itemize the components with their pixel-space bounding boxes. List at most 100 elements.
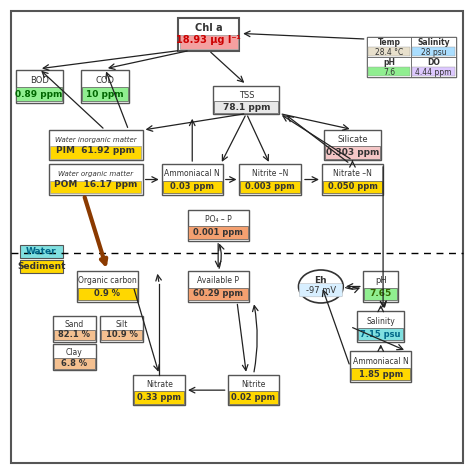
Text: pH: pH bbox=[383, 58, 395, 67]
FancyBboxPatch shape bbox=[364, 288, 398, 301]
Text: 7.15 psu: 7.15 psu bbox=[360, 329, 401, 338]
Text: 0.89 ppm: 0.89 ppm bbox=[15, 90, 63, 99]
Text: 18.93 μg l⁻¹: 18.93 μg l⁻¹ bbox=[176, 35, 241, 45]
FancyBboxPatch shape bbox=[20, 260, 63, 273]
Text: Silt: Silt bbox=[115, 320, 128, 329]
FancyBboxPatch shape bbox=[53, 344, 96, 370]
Text: Ammoniacal N: Ammoniacal N bbox=[353, 356, 409, 365]
FancyBboxPatch shape bbox=[50, 146, 141, 159]
Text: 60.29 ppm: 60.29 ppm bbox=[193, 290, 243, 299]
FancyBboxPatch shape bbox=[133, 375, 185, 405]
Text: 10 ppm: 10 ppm bbox=[86, 90, 124, 99]
Text: Water inorganic matter: Water inorganic matter bbox=[55, 137, 137, 143]
FancyBboxPatch shape bbox=[350, 351, 411, 382]
FancyBboxPatch shape bbox=[17, 87, 62, 101]
FancyBboxPatch shape bbox=[189, 288, 248, 301]
FancyBboxPatch shape bbox=[48, 130, 143, 160]
FancyBboxPatch shape bbox=[100, 316, 143, 342]
Text: 4.44 ppm: 4.44 ppm bbox=[416, 68, 452, 77]
FancyBboxPatch shape bbox=[188, 210, 249, 240]
Text: BOD: BOD bbox=[30, 76, 48, 85]
FancyBboxPatch shape bbox=[11, 11, 463, 463]
FancyBboxPatch shape bbox=[367, 47, 410, 56]
Text: 28.4 °C: 28.4 °C bbox=[375, 48, 403, 57]
FancyBboxPatch shape bbox=[411, 57, 456, 77]
Text: Nitrate –N: Nitrate –N bbox=[333, 170, 372, 179]
FancyBboxPatch shape bbox=[324, 130, 381, 160]
Text: DO: DO bbox=[427, 58, 440, 67]
Text: 0.33 ppm: 0.33 ppm bbox=[137, 393, 181, 402]
FancyBboxPatch shape bbox=[366, 36, 411, 57]
Text: PO₄ – P: PO₄ – P bbox=[205, 215, 231, 224]
FancyBboxPatch shape bbox=[180, 35, 238, 49]
FancyBboxPatch shape bbox=[163, 181, 222, 193]
Text: Temp: Temp bbox=[377, 38, 401, 47]
Text: Water: Water bbox=[26, 247, 57, 256]
FancyBboxPatch shape bbox=[240, 181, 300, 193]
Text: TSS: TSS bbox=[239, 91, 254, 100]
FancyBboxPatch shape bbox=[363, 271, 398, 302]
FancyBboxPatch shape bbox=[188, 271, 249, 302]
FancyBboxPatch shape bbox=[48, 164, 143, 195]
Text: 1.85 ppm: 1.85 ppm bbox=[359, 370, 403, 379]
Text: 0.001 ppm: 0.001 ppm bbox=[193, 228, 243, 237]
Text: 78.1 ppm: 78.1 ppm bbox=[223, 103, 270, 112]
FancyBboxPatch shape bbox=[82, 87, 128, 101]
Text: 82.1 %: 82.1 % bbox=[58, 330, 91, 339]
FancyBboxPatch shape bbox=[54, 329, 95, 340]
Text: Ammoniacal N: Ammoniacal N bbox=[164, 170, 220, 179]
FancyBboxPatch shape bbox=[367, 67, 410, 76]
Text: 7.6: 7.6 bbox=[383, 68, 395, 77]
Text: Sand: Sand bbox=[65, 320, 84, 329]
Text: 10.9 %: 10.9 % bbox=[106, 330, 137, 339]
Text: Salinity: Salinity bbox=[366, 317, 395, 326]
FancyBboxPatch shape bbox=[82, 70, 128, 103]
FancyBboxPatch shape bbox=[78, 288, 137, 301]
Text: Clay: Clay bbox=[66, 348, 83, 357]
Ellipse shape bbox=[299, 270, 343, 303]
FancyBboxPatch shape bbox=[357, 311, 404, 342]
FancyBboxPatch shape bbox=[101, 329, 142, 340]
Text: 28 psu: 28 psu bbox=[421, 48, 447, 57]
FancyBboxPatch shape bbox=[178, 18, 239, 51]
FancyBboxPatch shape bbox=[50, 181, 141, 193]
FancyBboxPatch shape bbox=[54, 358, 95, 369]
Text: 7.65: 7.65 bbox=[370, 290, 392, 299]
FancyBboxPatch shape bbox=[53, 316, 96, 342]
Text: pH: pH bbox=[375, 276, 387, 285]
FancyBboxPatch shape bbox=[214, 101, 278, 113]
FancyBboxPatch shape bbox=[358, 328, 403, 340]
FancyBboxPatch shape bbox=[299, 283, 343, 297]
FancyBboxPatch shape bbox=[189, 226, 248, 239]
FancyBboxPatch shape bbox=[411, 36, 456, 57]
FancyBboxPatch shape bbox=[322, 164, 383, 195]
FancyBboxPatch shape bbox=[77, 271, 138, 302]
Text: Nitrite: Nitrite bbox=[241, 380, 266, 389]
FancyBboxPatch shape bbox=[213, 86, 279, 115]
Text: -97 mV: -97 mV bbox=[306, 286, 336, 295]
FancyBboxPatch shape bbox=[412, 67, 455, 76]
FancyBboxPatch shape bbox=[412, 47, 455, 56]
Text: Salinity: Salinity bbox=[418, 38, 450, 47]
Text: 0.050 ppm: 0.050 ppm bbox=[328, 182, 377, 191]
FancyBboxPatch shape bbox=[162, 164, 223, 195]
Text: 0.03 ppm: 0.03 ppm bbox=[170, 182, 214, 191]
Text: POM  16.17 ppm: POM 16.17 ppm bbox=[54, 180, 137, 189]
Text: Eh: Eh bbox=[315, 276, 327, 285]
Text: 0.02 ppm: 0.02 ppm bbox=[231, 393, 275, 402]
FancyBboxPatch shape bbox=[325, 146, 380, 159]
Text: 0.303 ppm: 0.303 ppm bbox=[326, 148, 379, 157]
FancyBboxPatch shape bbox=[239, 164, 301, 195]
Text: 0.003 ppm: 0.003 ppm bbox=[245, 182, 295, 191]
FancyBboxPatch shape bbox=[351, 368, 410, 381]
Text: Organic carbon: Organic carbon bbox=[78, 276, 137, 285]
Text: 0.9 %: 0.9 % bbox=[94, 290, 120, 299]
Text: 6.8 %: 6.8 % bbox=[61, 359, 88, 368]
FancyBboxPatch shape bbox=[366, 36, 456, 77]
Text: Chl a: Chl a bbox=[195, 23, 222, 34]
Text: COD: COD bbox=[96, 76, 115, 85]
Text: Available P: Available P bbox=[197, 276, 239, 285]
Text: Silicate: Silicate bbox=[337, 135, 368, 144]
FancyBboxPatch shape bbox=[16, 70, 63, 103]
FancyBboxPatch shape bbox=[228, 391, 278, 404]
